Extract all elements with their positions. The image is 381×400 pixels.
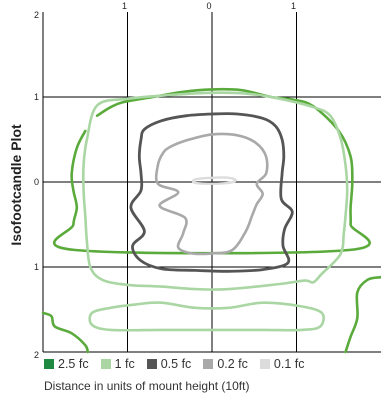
legend-label: 0.5 fc [160,357,192,371]
legend-item-2-5-fc: 2.5 fc [44,357,89,371]
legend-item-0-5-fc: 0.5 fc [146,357,192,371]
x-tick-label: 1 [291,1,296,11]
legend-label: 0.1 fc [273,357,305,371]
contour-1-fc [81,91,349,291]
contour-0-1-fc [191,176,237,185]
y-tick-label: 1 [34,262,39,272]
legend-swatch [44,359,54,369]
legend-label: 0.2 fc [217,357,248,371]
y-tick-label: 2 [34,10,39,20]
x-tick-label: 1 [122,1,127,11]
legend-swatch [203,359,214,369]
y-tick-label: 1 [34,92,39,102]
plot-grid [42,12,381,353]
contour-lines [41,87,381,354]
legend-item-1-fc: 1 fc [100,357,135,371]
contour-2-5-fc-segment [41,311,90,354]
contour-0-5-fc [129,112,294,273]
contour-2-5-fc-segment [344,275,381,354]
legend: 2.5 fc 1 fc 0.5 fc 0.2 fc 0.1 fc [44,357,304,371]
y-axis-title: Isofootcandle Plot [8,124,24,246]
legend-swatch [146,359,157,369]
legend-item-0-1-fc: 0.1 fc [259,357,305,371]
legend-item-0-2-fc: 0.2 fc [203,357,248,371]
y-tick-labels: 2 1 0 1 2 [34,10,39,360]
contour-0-2-fc [154,132,269,256]
legend-swatch [259,359,270,369]
y-tick-label: 2 [34,350,39,360]
x-axis-caption: Distance in units of mount height (10ft) [44,379,250,393]
x-tick-labels: 1 0 1 [122,1,296,11]
x-tick-label: 0 [206,1,211,11]
contour-2-5-fc [53,87,371,255]
legend-label: 1 fc [114,357,135,371]
legend-label: 2.5 fc [58,357,89,371]
contour-1-fc-segment [88,301,325,332]
y-tick-label: 0 [34,177,39,187]
legend-swatch [100,359,111,369]
